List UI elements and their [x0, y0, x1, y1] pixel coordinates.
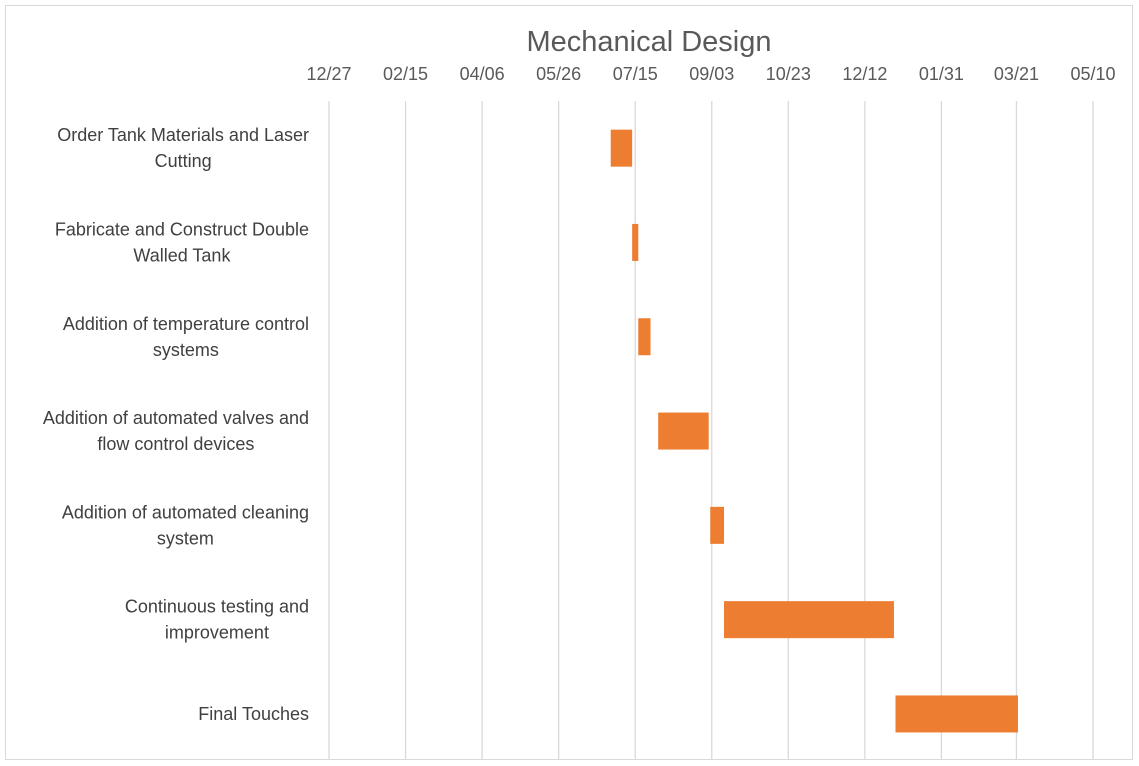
- task-bar: [658, 412, 709, 450]
- task-label: Continuous testing and improvement: [125, 597, 309, 643]
- task-label-line: Addition of temperature control: [63, 314, 309, 334]
- task-bar: [724, 601, 894, 639]
- task-label-line: improvement: [165, 623, 269, 643]
- chart-title: Mechanical Design: [526, 26, 771, 58]
- task-label-line: Continuous testing and: [125, 597, 309, 617]
- gridlines: [328, 101, 1094, 760]
- x-tick-label: 05/26: [536, 64, 581, 84]
- task-label-line: Addition of automated valves and: [43, 408, 309, 428]
- task-label-line: Final Touches: [198, 704, 309, 724]
- task-bars: [610, 129, 1018, 733]
- task-bar: [610, 129, 633, 167]
- x-tick-label: 01/31: [919, 64, 964, 84]
- task-bar: [632, 223, 639, 261]
- task-bar: [638, 318, 651, 356]
- task-label-line: systems: [153, 340, 219, 360]
- task-label-line: Addition of automated cleaning: [62, 502, 309, 522]
- task-labels: Order Tank Materials and Laser Cutting Fab…: [43, 125, 309, 724]
- task-label: Addition of temperature control systems: [63, 314, 309, 360]
- x-tick-label: 12/27: [306, 64, 351, 84]
- task-label: Final Touches: [198, 704, 309, 724]
- task-bar: [895, 695, 1018, 733]
- x-tick-label: 10/23: [766, 64, 811, 84]
- x-tick-label: 02/15: [383, 64, 428, 84]
- x-tick-label: 03/21: [994, 64, 1039, 84]
- task-bar: [710, 506, 725, 544]
- task-label-line: Cutting: [155, 151, 212, 171]
- task-label-line: Walled Tank: [133, 245, 231, 265]
- task-label: Fabricate and Construct Double Walled Tan…: [55, 219, 309, 265]
- x-axis-ticks: 12/27 02/15 04/06 05/26 07/15 09/03 10/23 12/12…: [306, 64, 1115, 84]
- chart-frame: [5, 5, 1133, 760]
- x-tick-label: 04/06: [460, 64, 505, 84]
- x-tick-label: 07/15: [613, 64, 658, 84]
- x-tick-label: 05/10: [1070, 64, 1115, 84]
- task-label: Addition of automated cleaning system: [62, 502, 309, 548]
- task-label-line: system: [157, 528, 214, 548]
- task-label: Addition of automated valves and flow con…: [43, 408, 309, 454]
- x-tick-label: 09/03: [689, 64, 734, 84]
- x-tick-label: 12/12: [842, 64, 887, 84]
- task-label-line: flow control devices: [97, 434, 254, 454]
- task-label: Order Tank Materials and Laser Cutting: [57, 125, 309, 171]
- task-label-line: Order Tank Materials and Laser: [57, 125, 309, 145]
- task-label-line: Fabricate and Construct Double: [55, 219, 309, 239]
